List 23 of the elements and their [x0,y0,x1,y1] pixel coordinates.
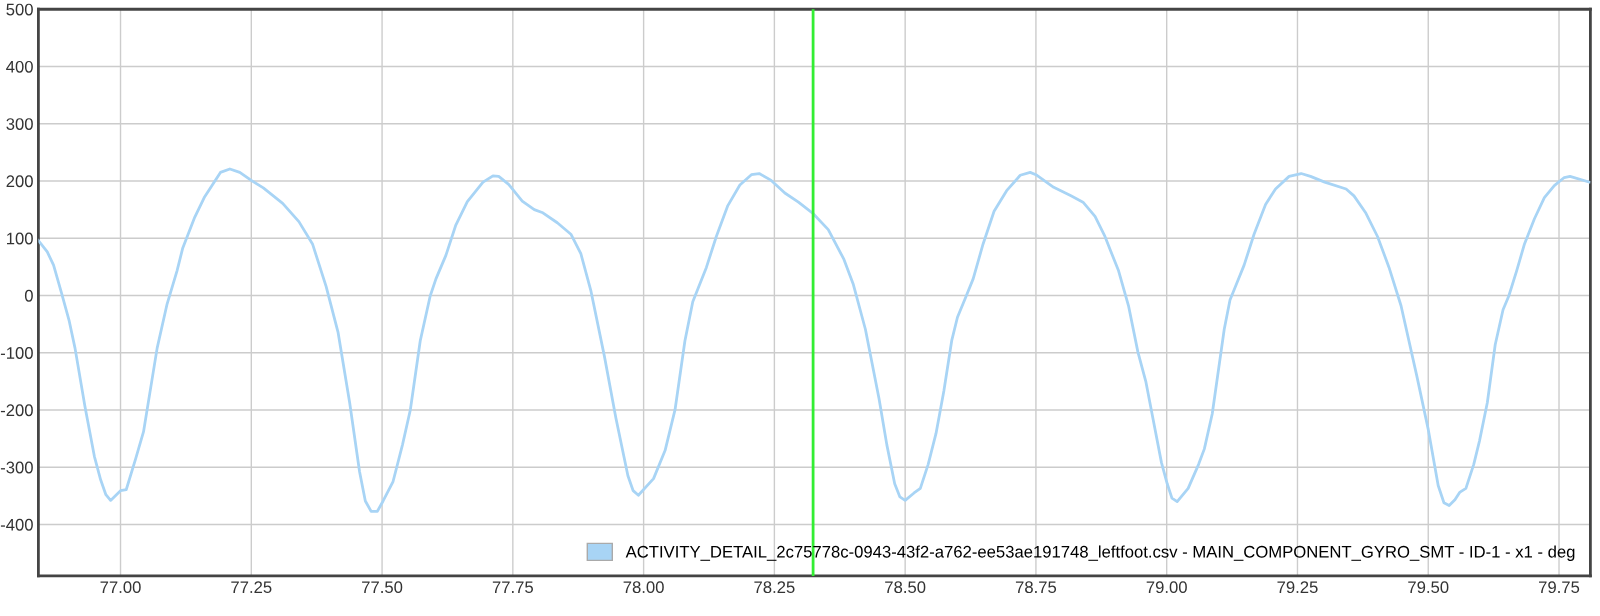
x-tick-label: 77.50 [362,581,403,594]
x-tick-label: 79.75 [1539,581,1580,594]
x-tick-label: 79.00 [1146,581,1187,594]
x-tick-label: 78.25 [754,581,795,594]
y-tick-label: 200 [6,175,33,188]
y-tick-label: -100 [0,347,33,359]
y-tick-label: -200 [0,404,33,417]
x-tick-label: 78.75 [1015,581,1057,594]
y-tick-label: 400 [6,60,33,73]
x-tick-label: 79.50 [1408,581,1449,594]
y-tick-label: 500 [6,3,33,16]
y-tick-label: 300 [6,118,33,130]
y-tick-label: -400 [0,518,33,531]
y-tick-label: 0 [24,289,33,302]
x-tick-label: 77.75 [492,581,533,594]
x-tick-label: 77.25 [231,581,272,594]
x-tick-label: 77.00 [100,581,141,594]
line-series [38,167,1591,513]
x-tick-label: 78.50 [885,581,926,594]
x-tick-label: 78.00 [623,581,664,594]
y-tick-label: -300 [0,461,33,474]
y-tick-label: 100 [7,232,33,245]
x-tick-label: 79.25 [1277,581,1318,594]
